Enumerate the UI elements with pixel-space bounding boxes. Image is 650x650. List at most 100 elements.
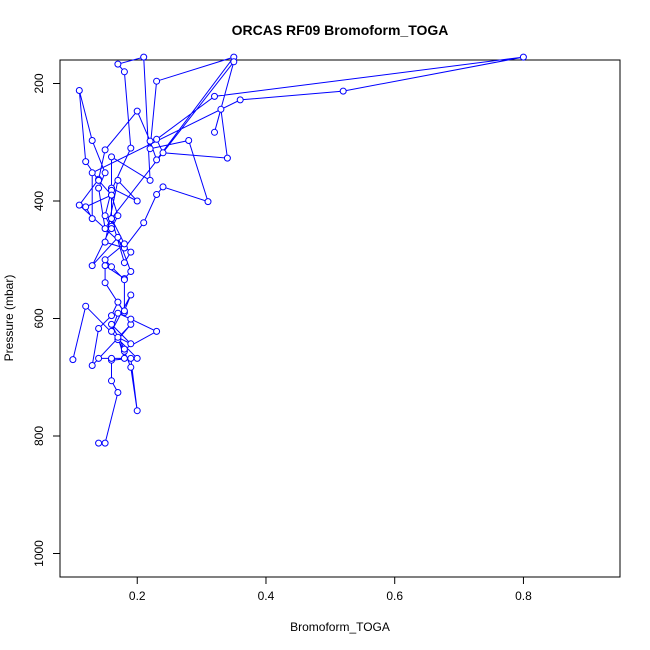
data-point — [185, 137, 193, 144]
data-point — [211, 128, 218, 136]
data-point — [88, 215, 96, 223]
data-point — [82, 203, 90, 211]
data-point — [75, 201, 83, 209]
data-point — [127, 268, 135, 275]
data-point — [204, 198, 212, 206]
data-point — [108, 312, 115, 320]
y-tick-label: 600 — [32, 308, 46, 328]
data-point — [127, 291, 135, 299]
data-point — [108, 153, 115, 161]
x-tick-label: 0.2 — [129, 589, 146, 603]
data-point — [519, 53, 527, 61]
x-axis: 0.2 0.4 0.6 0.8 — [129, 577, 532, 603]
data-point — [88, 262, 96, 270]
data-point — [88, 362, 96, 369]
data-point — [133, 107, 141, 115]
data-point — [120, 345, 128, 353]
data-point — [95, 354, 103, 362]
data-point — [108, 215, 115, 223]
data-point — [127, 315, 135, 323]
data-point — [88, 169, 96, 177]
data-point — [114, 176, 122, 184]
data-point — [114, 212, 122, 220]
data-point — [120, 276, 128, 284]
data-point — [223, 154, 231, 162]
data-point — [127, 144, 135, 152]
data-point — [101, 146, 109, 154]
series-line — [72, 56, 524, 444]
data-point — [127, 363, 135, 371]
y-tick-label: 800 — [32, 426, 46, 446]
data-point — [114, 389, 122, 396]
y-tick-label: 1000 — [32, 540, 46, 567]
data-point — [159, 183, 167, 191]
data-point — [153, 191, 161, 198]
data-point — [133, 354, 141, 362]
data-point — [230, 58, 238, 66]
y-axis-label: Pressure (mbar) — [2, 275, 16, 362]
y-tick-label: 200 — [32, 73, 46, 93]
data-point — [146, 137, 154, 145]
data-point — [108, 354, 115, 362]
x-axis-label: Bromoform_TOGA — [290, 620, 390, 634]
data-point — [127, 248, 135, 256]
data-point — [95, 439, 103, 447]
data-point — [108, 263, 115, 271]
data-point — [159, 149, 167, 157]
data-point — [108, 191, 115, 199]
data-point — [75, 87, 83, 94]
data-point — [114, 233, 122, 241]
data-point — [95, 325, 103, 332]
data-point — [101, 256, 109, 264]
x-tick-label: 0.4 — [258, 589, 275, 603]
y-tick-label: 400 — [32, 191, 46, 211]
data-point — [101, 262, 109, 270]
data-point — [82, 302, 90, 310]
data-point — [114, 309, 122, 317]
data-point — [101, 439, 109, 447]
data-point — [133, 197, 141, 205]
data-point — [95, 184, 103, 192]
data-point — [120, 259, 128, 267]
x-tick-label: 0.6 — [386, 589, 403, 603]
data-point — [114, 298, 122, 306]
plot-area — [59, 59, 621, 578]
data-point — [69, 356, 77, 364]
data-point — [101, 225, 109, 233]
data-point — [101, 169, 109, 177]
data-point — [120, 307, 128, 315]
data-point — [140, 219, 148, 227]
data-point — [114, 333, 122, 341]
data-point — [101, 212, 109, 220]
data-point — [101, 279, 109, 287]
data-point — [108, 377, 115, 385]
data-point — [127, 340, 135, 348]
data-point — [108, 320, 115, 328]
data-point — [211, 92, 218, 100]
data-point — [146, 145, 154, 153]
series-layer — [69, 53, 527, 447]
data-point — [153, 327, 161, 335]
data-point — [217, 105, 225, 113]
data-point — [101, 238, 109, 246]
data-point — [95, 176, 103, 184]
data-point — [114, 60, 122, 68]
data-point — [153, 135, 161, 143]
data-point — [120, 354, 128, 362]
data-point — [153, 77, 161, 85]
data-point — [127, 354, 135, 362]
data-point — [153, 156, 161, 164]
data-point — [133, 407, 141, 415]
data-point — [120, 240, 128, 248]
data-point — [108, 327, 115, 335]
y-axis: 200 400 600 800 1000 — [32, 73, 60, 567]
chart-title: ORCAS RF09 Bromoform_TOGA — [232, 22, 449, 38]
data-point — [236, 96, 244, 104]
data-point — [140, 53, 148, 61]
data-point — [339, 87, 347, 95]
data-point — [146, 176, 154, 184]
data-point — [82, 158, 90, 166]
data-point — [108, 225, 115, 233]
data-point — [120, 68, 128, 76]
